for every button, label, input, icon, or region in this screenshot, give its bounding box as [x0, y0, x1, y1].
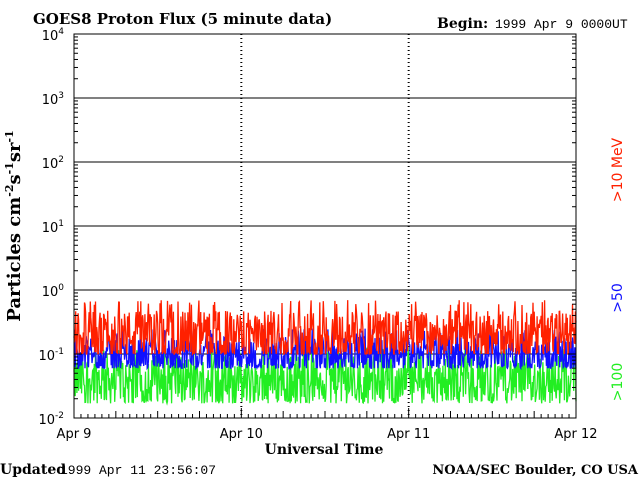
updated-value: 1999 Apr 11 23:56:07 — [60, 463, 216, 478]
y-tick-label: 104 — [42, 27, 65, 44]
x-tick-label: Apr 9 — [57, 427, 92, 442]
legend: >10 MeV >50 >100 — [610, 137, 626, 401]
x-axis-label: Universal Time — [265, 442, 384, 458]
x-tick-label: Apr 11 — [387, 427, 430, 442]
chart-title: GOES8 Proton Flux (5 minute data) — [33, 10, 332, 28]
grid — [74, 34, 576, 418]
y-tick-label: 103 — [42, 91, 64, 108]
x-tick-label: Apr 10 — [220, 427, 263, 442]
series-layer — [73, 300, 577, 406]
y-axis-label: Particles cm-2s-1sr-1 — [3, 130, 25, 321]
legend-label: >50 — [610, 283, 626, 313]
updated-label: Updated — [0, 462, 66, 478]
y-tick-label: 10-1 — [38, 347, 64, 364]
x-tick-label: Apr 12 — [554, 427, 597, 442]
y-tick-label: 100 — [42, 283, 65, 300]
series-line — [73, 300, 577, 357]
begin-value: 1999 Apr 9 0000UT — [495, 17, 628, 32]
credit: NOAA/SEC Boulder, CO USA — [432, 463, 639, 478]
legend-label: >10 MeV — [610, 137, 626, 202]
y-tick-label: 101 — [42, 219, 64, 236]
series-line — [73, 346, 577, 406]
legend-label: >100 — [610, 363, 626, 401]
y-tick-label: 10-2 — [38, 411, 64, 428]
begin-label: Begin: — [437, 16, 488, 32]
axes: 10-2 10-1 100 101 102 103 104 Apr 9 Apr 10 Apr 11… — [38, 27, 597, 442]
y-tick-label: 102 — [42, 155, 64, 172]
